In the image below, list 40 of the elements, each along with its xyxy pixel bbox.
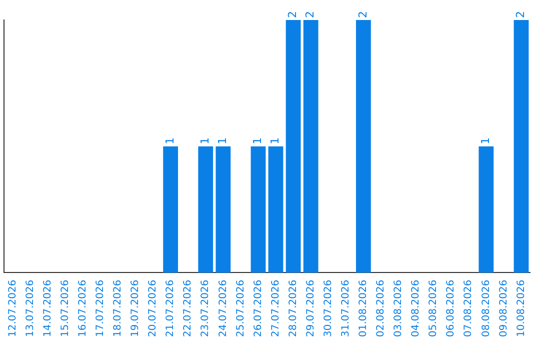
x-tick-label: 26.07.2026: [252, 280, 264, 338]
x-tick-label: 12.07.2026: [7, 280, 18, 338]
data-label: 1: [198, 137, 212, 144]
x-tick-label: 31.07.2026: [340, 280, 352, 338]
x-tick-label: 16.07.2026: [77, 280, 88, 338]
data-label: 1: [268, 137, 282, 144]
x-tick-label: 17.07.2026: [95, 280, 106, 338]
x-tick-label: 24.07.2026: [218, 280, 229, 338]
x-tick-label: 18.07.2026: [112, 280, 124, 338]
x-tick-label: 14.07.2026: [42, 280, 54, 338]
x-tick-label: 03.08.2026: [393, 280, 404, 338]
x-tick-label: 28.07.2026: [288, 280, 299, 338]
x-tick-label: 02.08.2026: [376, 280, 387, 338]
x-tick-label: 27.07.2026: [270, 280, 282, 338]
data-label: 1: [251, 137, 264, 144]
x-tick-label: 20.07.2026: [148, 280, 159, 338]
x-tick-label: 19.07.2026: [130, 280, 142, 338]
x-tick-label: 09.08.2026: [498, 280, 510, 338]
x-tick-label: 06.08.2026: [446, 280, 457, 338]
x-tick-label: 13.07.2026: [24, 280, 36, 338]
data-label: 2: [514, 11, 528, 18]
x-tick-label: 01.08.2026: [358, 280, 370, 338]
x-tick-label: 30.07.2026: [322, 280, 334, 338]
x-tick-label: 22.07.2026: [182, 280, 194, 338]
data-label: 2: [286, 11, 300, 18]
data-label: 2: [356, 11, 370, 18]
x-tick-label: 21.07.2026: [165, 280, 176, 338]
data-label: 1: [479, 137, 492, 144]
x-tick-label: 23.07.2026: [200, 280, 212, 338]
data-label: 2: [304, 11, 317, 18]
x-tick-label: 04.08.2026: [410, 280, 422, 338]
x-tick-label: 10.08.2026: [516, 280, 527, 338]
x-tick-label: 07.08.2026: [463, 280, 474, 338]
data-label: 1: [163, 137, 176, 144]
x-tick-label: 05.08.2026: [428, 280, 440, 338]
x-tick-label: 15.07.2026: [60, 280, 71, 338]
x-tick-label: 08.08.2026: [480, 280, 492, 338]
data-label: 1: [216, 137, 230, 144]
x-tick-label: 25.07.2026: [235, 280, 246, 338]
x-tick-label: 29.07.2026: [305, 280, 316, 338]
